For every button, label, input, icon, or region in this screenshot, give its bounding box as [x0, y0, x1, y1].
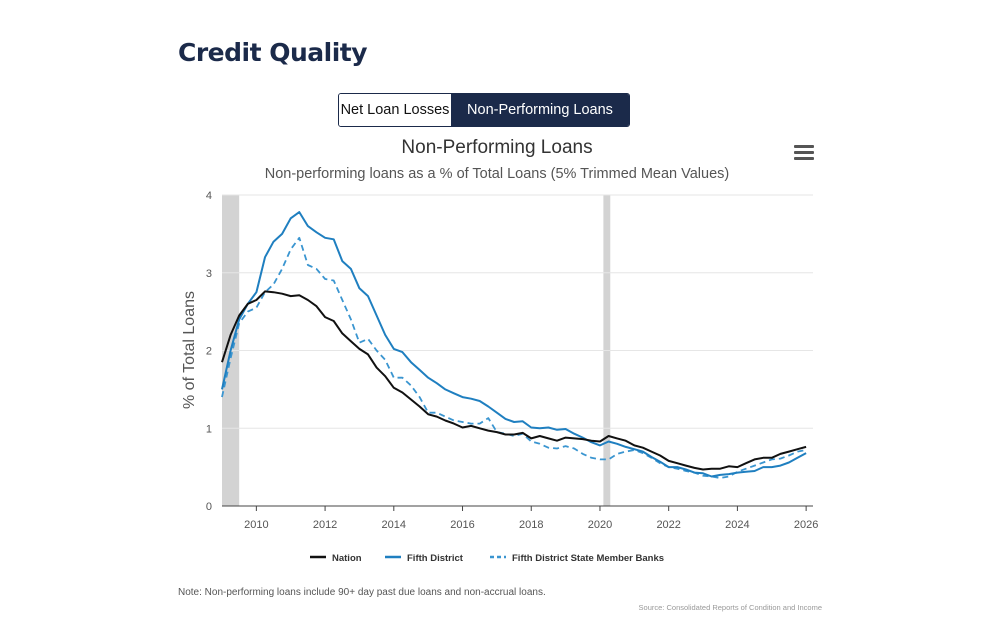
toggle-non-performing-loans[interactable]: Non-Performing Loans	[451, 94, 629, 126]
y-tick-label: 0	[206, 501, 212, 513]
x-tick-label: 2026	[794, 519, 818, 531]
y-tick-label: 2	[206, 346, 212, 358]
chart-subtitle: Non-performing loans as a % of Total Loa…	[265, 166, 730, 182]
x-tick-label: 2024	[725, 519, 749, 531]
x-tick-label: 2016	[450, 519, 474, 531]
footnote: Note: Non-performing loans include 90+ d…	[178, 587, 546, 598]
series-line-fifth-district[interactable]	[221, 211, 807, 478]
section-title: Credit Quality	[178, 38, 368, 67]
x-tick-label: 2018	[519, 519, 543, 531]
source-note: Source: Consolidated Reports of Conditio…	[638, 603, 822, 612]
x-tick-label: 2012	[313, 519, 337, 531]
y-tick-label: 1	[206, 423, 212, 435]
series-line-nation[interactable]	[221, 290, 807, 471]
x-tick-label: 2014	[382, 519, 406, 531]
chart-title: Non-Performing Loans	[401, 137, 592, 158]
y-tick-label: 3	[206, 268, 212, 280]
chart: Non-Performing Loans Non-performing loan…	[181, 137, 818, 564]
x-tick-label: 2010	[244, 519, 268, 531]
toggle-net-loan-losses[interactable]: Net Loan Losses	[339, 94, 451, 126]
legend-item-label[interactable]: Fifth District State Member Banks	[512, 553, 664, 564]
x-tick-label: 2020	[588, 519, 612, 531]
chart-toggle: Net Loan Losses Non-Performing Loans	[338, 93, 630, 127]
y-axis-label: % of Total Loans	[181, 291, 198, 409]
y-tick-label: 4	[206, 190, 212, 202]
series-line-fifth-district-state-member-banks[interactable]	[221, 236, 807, 479]
legend-item-label[interactable]: Fifth District	[407, 553, 464, 564]
hamburger-menu-icon[interactable]	[794, 145, 814, 163]
legend-item-label[interactable]: Nation	[332, 553, 362, 564]
x-tick-label: 2022	[656, 519, 680, 531]
